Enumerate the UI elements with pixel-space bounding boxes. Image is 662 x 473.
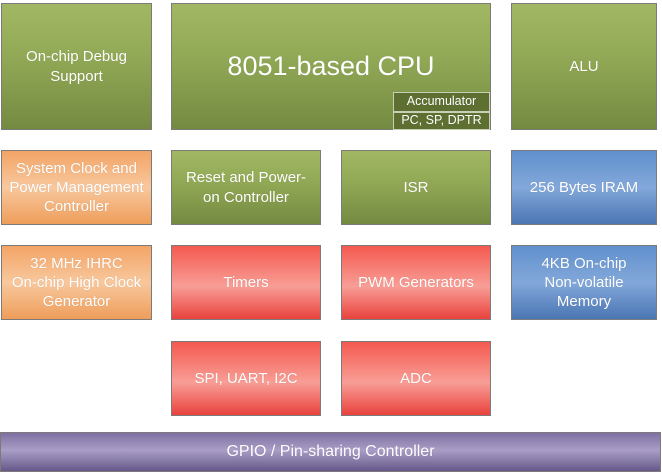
block-timers: Timers	[171, 245, 321, 320]
block-4kb-non-volatile-memory: 4KB On-chip Non-volatile Memory	[511, 245, 657, 320]
block-pwm-generators: PWM Generators	[341, 245, 491, 320]
block-on-chip-debug-support: On-chip Debug Support	[1, 3, 152, 130]
block-reset-power-on-controller: Reset and Power- on Controller	[171, 150, 321, 225]
block-isr: ISR	[341, 150, 491, 225]
block-spi-uart-i2c: SPI, UART, I2C	[171, 341, 321, 416]
block-accumulator: Accumulator	[393, 92, 490, 112]
block-alu: ALU	[511, 3, 657, 130]
block-256-bytes-iram: 256 Bytes IRAM	[511, 150, 657, 225]
block-system-clock-power-management: System Clock and Power Management Contro…	[1, 150, 152, 225]
block-8051-cpu: 8051-based CPU	[171, 3, 491, 130]
block-gpio-pin-sharing-controller: GPIO / Pin-sharing Controller	[0, 432, 661, 472]
block-pc-sp-dptr: PC, SP, DPTR	[393, 112, 490, 130]
block-32mhz-ihrc-clock-generator: 32 MHz IHRC On-chip High Clock Generator	[1, 245, 152, 320]
block-adc: ADC	[341, 341, 491, 416]
